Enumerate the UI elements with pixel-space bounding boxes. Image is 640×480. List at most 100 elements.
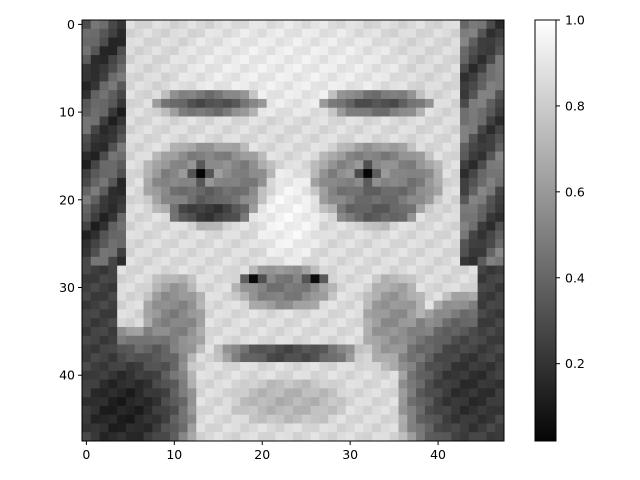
heatmap-cell xyxy=(398,397,408,407)
heatmap-cell xyxy=(477,283,487,293)
heatmap-cell xyxy=(284,335,294,345)
heatmap-cell xyxy=(178,362,188,372)
heatmap-cell xyxy=(284,239,294,249)
heatmap-cell xyxy=(108,151,118,161)
heatmap-cell xyxy=(257,300,268,310)
heatmap-cell xyxy=(424,326,435,337)
heatmap-cell xyxy=(328,46,338,56)
heatmap-cell xyxy=(240,55,250,65)
heatmap-cell xyxy=(372,265,382,275)
heatmap-cell xyxy=(284,309,294,319)
heatmap-cell xyxy=(161,414,171,424)
heatmap-cell xyxy=(486,169,496,179)
heatmap-cell xyxy=(266,186,276,196)
heatmap-cell xyxy=(336,248,347,258)
heatmap-cell xyxy=(460,160,470,170)
heatmap-cell xyxy=(90,55,100,65)
heatmap-cell xyxy=(240,81,250,91)
heatmap-cell xyxy=(161,248,171,258)
heatmap-cell xyxy=(275,362,285,372)
heatmap-cell xyxy=(82,81,92,91)
heatmap-cell xyxy=(363,291,373,302)
heatmap-cell xyxy=(196,142,206,152)
heatmap-cell xyxy=(433,177,443,188)
heatmap-cell xyxy=(451,274,461,284)
heatmap-cell xyxy=(257,160,268,170)
heatmap-cell xyxy=(284,432,294,442)
heatmap-cell xyxy=(354,134,364,144)
heatmap-cell xyxy=(117,142,127,152)
heatmap-cell xyxy=(301,362,311,372)
heatmap-cell xyxy=(231,362,241,372)
heatmap-cell xyxy=(328,177,338,188)
heatmap-cell xyxy=(249,28,259,38)
heatmap-cell xyxy=(240,379,250,389)
heatmap-cell xyxy=(310,151,320,161)
heatmap-cell xyxy=(99,28,109,38)
heatmap-cell xyxy=(495,230,505,240)
heatmap-cell xyxy=(424,309,435,319)
heatmap-cell xyxy=(363,397,373,407)
heatmap-cell xyxy=(240,195,250,205)
heatmap-cell xyxy=(143,195,153,205)
heatmap-cell xyxy=(336,221,347,231)
heatmap-cell xyxy=(187,283,197,293)
heatmap-cell xyxy=(134,397,144,407)
heatmap-cell xyxy=(275,169,285,179)
heatmap-cell xyxy=(477,116,487,126)
heatmap-cell xyxy=(249,309,259,319)
heatmap-cell xyxy=(433,353,443,363)
heatmap-cell xyxy=(222,134,232,144)
heatmap-cell xyxy=(460,362,470,372)
heatmap-cell xyxy=(407,388,417,398)
heatmap-cell xyxy=(169,107,180,117)
heatmap-cell xyxy=(213,55,224,65)
heatmap-cell xyxy=(328,169,338,179)
heatmap-cell xyxy=(275,230,285,240)
heatmap-cell xyxy=(187,379,197,389)
heatmap-cell xyxy=(284,388,294,398)
heatmap-cell xyxy=(293,28,303,38)
heatmap-cell xyxy=(345,265,355,275)
heatmap-cell xyxy=(117,55,127,65)
heatmap-cell xyxy=(125,309,136,319)
heatmap-cell xyxy=(169,326,180,337)
heatmap-cell xyxy=(293,142,303,152)
heatmap-cell xyxy=(293,107,303,117)
heatmap-cell xyxy=(240,20,250,30)
heatmap-cell xyxy=(125,151,136,161)
heatmap-cell xyxy=(249,125,259,135)
heatmap-cell xyxy=(301,344,311,354)
heatmap-cell xyxy=(249,63,259,74)
heatmap-cell xyxy=(205,81,215,91)
heatmap-cell xyxy=(117,318,127,328)
heatmap-cell xyxy=(240,291,250,302)
heatmap-cell xyxy=(82,20,92,30)
heatmap-cell xyxy=(117,186,127,196)
heatmap-cell xyxy=(275,195,285,205)
heatmap-cell xyxy=(451,212,461,223)
heatmap-cell xyxy=(196,81,206,91)
heatmap-cell xyxy=(345,291,355,302)
heatmap-cell xyxy=(398,142,408,152)
heatmap-cell xyxy=(468,344,479,354)
heatmap-cell xyxy=(451,283,461,293)
heatmap-cell xyxy=(336,169,347,179)
heatmap-cell xyxy=(82,414,92,424)
heatmap-cell xyxy=(319,300,329,310)
heatmap-cell xyxy=(451,142,461,152)
heatmap-cell xyxy=(108,221,118,231)
heatmap-cell xyxy=(433,221,443,231)
heatmap-cell xyxy=(275,72,285,82)
heatmap-cell xyxy=(407,248,417,258)
heatmap-cell xyxy=(372,379,382,389)
heatmap-cell xyxy=(345,72,355,82)
heatmap-cell xyxy=(117,326,127,337)
heatmap-cell xyxy=(134,186,144,196)
heatmap-cell xyxy=(161,423,171,433)
heatmap-cell xyxy=(117,46,127,56)
heatmap-cell xyxy=(117,134,127,144)
heatmap-cell xyxy=(284,186,294,196)
heatmap-cell xyxy=(398,107,408,117)
heatmap-cell xyxy=(363,221,373,231)
